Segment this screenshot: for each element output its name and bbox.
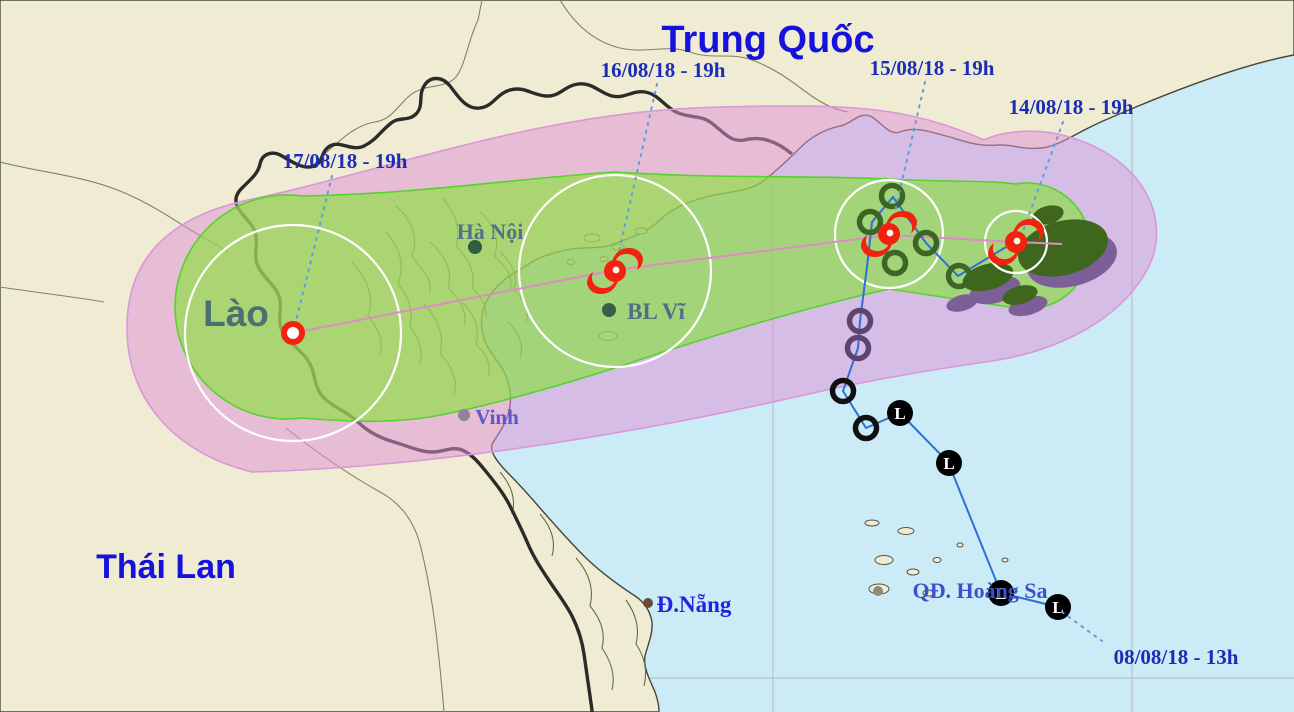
city-dot: [873, 586, 883, 596]
island: [897, 527, 915, 535]
track-point-storm-green: [912, 229, 940, 257]
date-callout-line: [1061, 611, 1103, 642]
track-point-purple: [844, 334, 872, 362]
cloud-blob: [1002, 285, 1038, 305]
label-date-08-08: 08/08/18 - 13h: [1114, 645, 1239, 669]
label-hoang-sa: QĐ. Hoàng Sa: [912, 578, 1047, 603]
city-dots: [458, 240, 883, 608]
label-ha-noi: Hà Nội: [457, 219, 524, 244]
city-dot: [468, 240, 482, 254]
low-pressure-L: L: [1052, 598, 1063, 617]
date-callout-line: [294, 175, 333, 326]
national-border: [234, 76, 794, 712]
forecast-uncertainty-circle: [517, 173, 713, 369]
low-pressure-L: L: [943, 454, 954, 473]
date-callout-lines: [294, 81, 1103, 642]
track-point-storm-green: [878, 182, 906, 210]
cloud-shadow: [946, 294, 978, 312]
low-pressure-L: L: [894, 404, 905, 423]
label-date-14-08: 14/08/18 - 19h: [1009, 95, 1134, 119]
label-date-15-08: 15/08/18 - 19h: [870, 56, 995, 80]
track-point-low: [936, 450, 962, 476]
forecast-circles: [183, 173, 1049, 443]
forecast-corridor: [174, 171, 1091, 423]
island: [922, 589, 936, 597]
track-point-storm-green: [881, 249, 909, 277]
past-track-markers: L L L L: [829, 182, 1071, 620]
hoang-sa-islands: [864, 519, 1009, 597]
forecast-uncertainty-circle: [183, 223, 403, 443]
track-point-purple: [846, 307, 874, 335]
forecast-uncertainty-circle: [833, 178, 945, 290]
track-point-low: [887, 400, 913, 426]
city-dot: [602, 303, 616, 317]
label-vinh: Vinh: [475, 405, 519, 429]
label-da-nang: Đ.Nẵng: [657, 592, 732, 617]
label-date-16-08: 16/08/18 - 19h: [601, 58, 726, 82]
island: [906, 568, 920, 576]
label-trung-quoc: Trung Quốc: [661, 19, 874, 61]
island: [864, 519, 880, 527]
city-dot: [643, 598, 653, 608]
forecast-end-ring: [281, 321, 305, 345]
storm-position-icons: [281, 211, 1044, 345]
island: [874, 555, 894, 565]
city-dot: [458, 409, 470, 421]
track-point-black: [829, 377, 857, 405]
island: [1001, 557, 1009, 563]
track-point-black: [852, 414, 880, 442]
label-lao: Lào: [203, 293, 269, 334]
date-callout-line: [892, 81, 926, 221]
island: [956, 542, 964, 548]
date-callout-line: [617, 83, 658, 257]
province-borders: [0, 0, 849, 712]
label-date-17-08: 17/08/18 - 19h: [283, 149, 408, 173]
label-bl-vi: BL Vĩ: [627, 299, 686, 324]
cloud-blob: [1032, 205, 1064, 225]
date-callout-line: [1022, 121, 1064, 232]
track-point-storm-green: [945, 262, 973, 290]
label-thai-lan: Thái Lan: [96, 548, 236, 586]
track-point-storm-green: [856, 208, 884, 236]
low-pressure-L: L: [995, 584, 1006, 603]
forecast-uncertainty-circle: [983, 209, 1049, 275]
track-point-low: [988, 580, 1014, 606]
island: [932, 557, 942, 563]
